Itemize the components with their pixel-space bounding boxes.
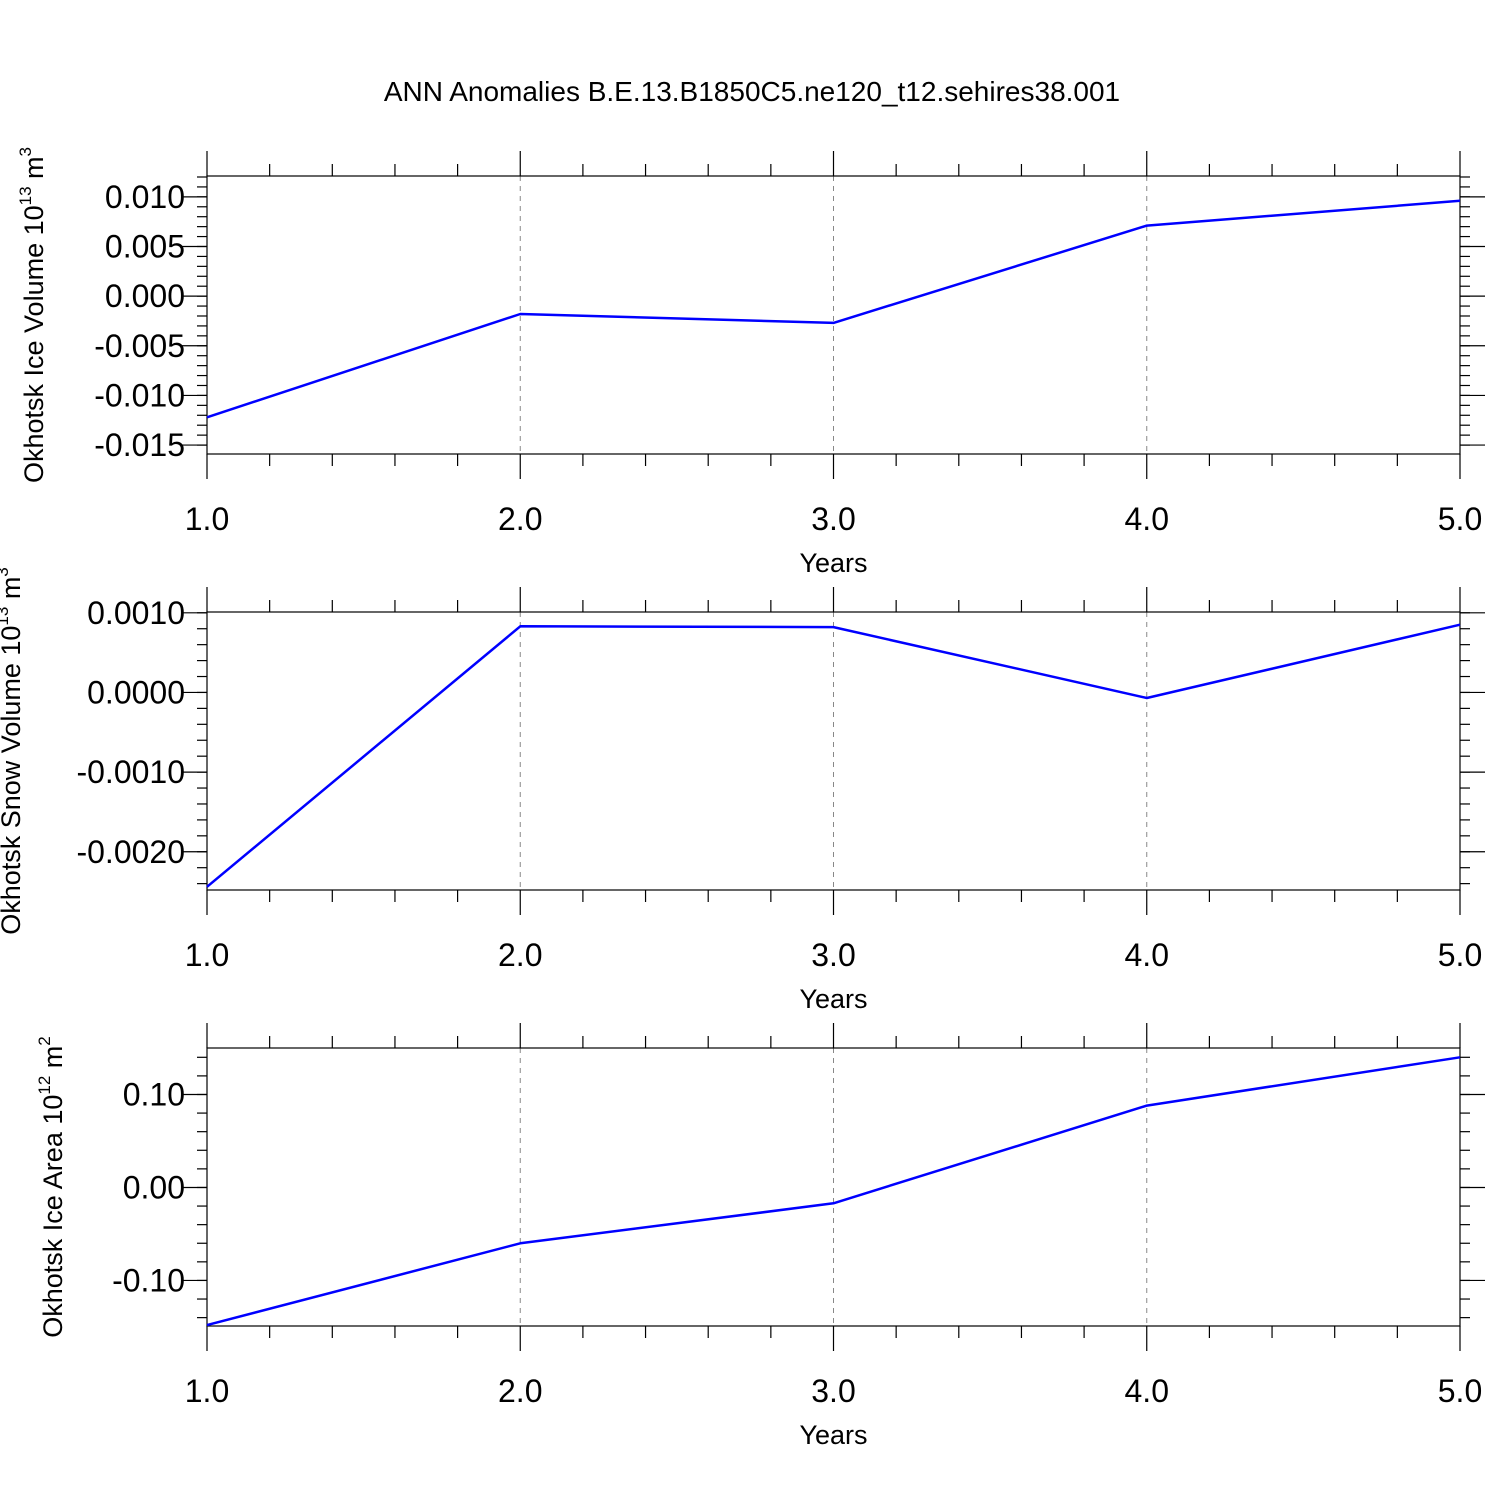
x-tick-label: 4.0 (1125, 937, 1169, 973)
y-tick-label: 0.005 (105, 228, 185, 264)
x-tick-label: 1.0 (185, 1373, 229, 1409)
series-line (206, 623, 1461, 888)
y-tick-label: -0.10 (112, 1262, 185, 1298)
x-tick-label: 5.0 (1438, 937, 1482, 973)
y-axis-label: Okhotsk Snow Volume 1013 m3 (0, 567, 26, 935)
x-tick-label: 4.0 (1125, 501, 1169, 537)
x-tick-label: 3.0 (811, 501, 855, 537)
x-axis-label: Years (799, 984, 867, 1014)
series-line (206, 1056, 1461, 1327)
y-tick-label: -0.010 (94, 377, 185, 413)
x-tick-label: 3.0 (811, 937, 855, 973)
x-tick-label: 1.0 (185, 937, 229, 973)
y-tick-label: -0.005 (94, 328, 185, 364)
x-tick-label: 2.0 (498, 1373, 542, 1409)
x-tick-label: 5.0 (1438, 501, 1482, 537)
x-tick-label: 3.0 (811, 1373, 855, 1409)
x-axis-label: Years (799, 548, 867, 578)
x-tick-label: 1.0 (185, 501, 229, 537)
series-line (206, 199, 1461, 419)
panels: -0.015 -0.010 -0.005 0.000 0.005 0.010 1.0 2.0 3… (0, 147, 1485, 1450)
chart-panel-2: -0.0020 -0.0010 0.0000 0.0010 1.0 2.0 3.0 4.0 5.… (0, 567, 1485, 1014)
x-tick-label: 2.0 (498, 501, 542, 537)
y-tick-label: 0.0010 (87, 595, 185, 631)
chart-panel-1: -0.015 -0.010 -0.005 0.000 0.005 0.010 1.0 2.0 3… (16, 147, 1485, 578)
chart-panel-3: -0.10 0.00 0.10 1.0 2.0 3.0 4.0 5.0 Years Okhotsk… (35, 1023, 1485, 1450)
y-tick-label: 0.00 (123, 1169, 185, 1205)
y-tick-label: 0.000 (105, 278, 185, 314)
x-tick-label: 2.0 (498, 937, 542, 973)
y-tick-label: 0.10 (123, 1076, 185, 1112)
y-tick-label: -0.0010 (76, 754, 185, 790)
x-tick-label: 4.0 (1125, 1373, 1169, 1409)
y-tick-label: -0.0020 (76, 834, 185, 870)
y-tick-label: 0.0000 (87, 674, 185, 710)
figure-title: ANN Anomalies B.E.13.B1850C5.ne120_t12.s… (384, 76, 1120, 107)
y-tick-label: -0.015 (94, 427, 185, 463)
y-tick-label: 0.010 (105, 179, 185, 215)
x-axis-label: Years (799, 1420, 867, 1450)
y-axis-label: Okhotsk Ice Area 1012 m2 (35, 1036, 68, 1338)
x-tick-label: 5.0 (1438, 1373, 1482, 1409)
y-axis-label: Okhotsk Ice Volume 1013 m3 (16, 147, 49, 483)
